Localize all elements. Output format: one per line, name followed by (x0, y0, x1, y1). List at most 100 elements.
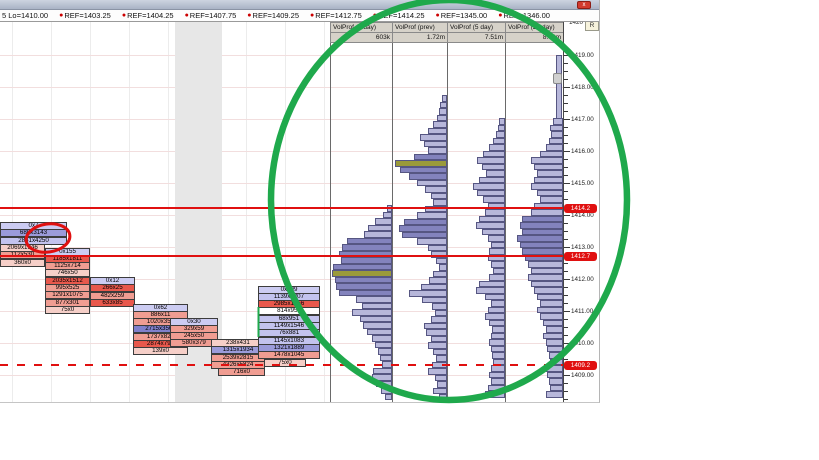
axis-minor-tick (564, 319, 568, 320)
quote-bar: 5 Lo=1410.00 ● REF=1403.25 ● REF=1404.25 ● RE… (0, 10, 599, 22)
quote-prefix: 5 Lo=1410.00 (2, 11, 49, 20)
axis-minor-tick (564, 143, 568, 144)
axis-price-label: 1417.00 (571, 116, 594, 123)
axis-minor-tick (564, 71, 568, 72)
ref-price-item: ● REF=1403.25 (59, 11, 111, 20)
volume-spike-bar (556, 55, 562, 119)
grid-vline (12, 22, 13, 402)
volume-profile-bar (438, 394, 447, 401)
axis-major-tick (564, 375, 570, 376)
volprof-divider (505, 22, 506, 402)
ref-price-item: ● REF=1345.00 (436, 11, 488, 20)
axis-minor-tick (564, 223, 568, 224)
red-dot-icon: ● (310, 12, 315, 19)
axis-minor-tick (564, 191, 568, 192)
ladder-cell[interactable]: 633x85 (90, 298, 135, 307)
axis-major-tick (564, 183, 570, 184)
volprof-header-value: 1.72m (392, 32, 448, 43)
red-dot-icon: ● (435, 12, 440, 19)
window-titlebar: x (0, 0, 599, 10)
volprof-header-value: 8.72m (505, 32, 564, 43)
axis-price-label: 1410.00 (571, 340, 594, 347)
axis-minor-tick (564, 199, 568, 200)
axis-price-label: 1415.00 (571, 180, 594, 187)
grid-vline (246, 22, 247, 402)
grid-vline (324, 22, 325, 402)
axis-price-label: 1413.00 (571, 244, 594, 251)
ref-price-label: REF=1404.25 (127, 11, 174, 20)
ref-price-label: REF=1414.25 (378, 11, 425, 20)
axis-minor-tick (564, 271, 568, 272)
axis-major-tick (564, 215, 570, 216)
axis-minor-tick (564, 167, 568, 168)
axis-minor-tick (564, 263, 568, 264)
red-dot-icon: ● (59, 12, 64, 19)
axis-major-tick (564, 311, 570, 312)
grid-vline (129, 22, 130, 402)
ref-price-label: REF=1403.25 (64, 11, 111, 20)
axis-minor-tick (564, 175, 568, 176)
axis-major-tick (564, 279, 570, 280)
grid-hline (0, 55, 563, 56)
volume-profile-bar (384, 393, 392, 400)
alert-price-line (0, 255, 563, 257)
grid-hline (0, 151, 563, 152)
axis-minor-tick (564, 287, 568, 288)
axis-minor-tick (564, 79, 568, 80)
grid-vline (51, 22, 52, 402)
volprof-header-value: 603k (330, 32, 393, 43)
axis-minor-tick (564, 303, 568, 304)
ladder-cell[interactable]: 139x0 (133, 347, 188, 356)
axis-major-tick (564, 87, 570, 88)
ladder-cell[interactable]: 75x0 (45, 305, 90, 314)
ref-price-item: ● REF=1414.25 (373, 11, 425, 20)
ref-price-label: REF=1346.00 (503, 11, 550, 20)
alert-price-line (0, 207, 563, 209)
red-dot-icon: ● (498, 12, 503, 19)
axis-major-tick (564, 247, 570, 248)
profile-marker-knob (553, 73, 562, 84)
axis-minor-tick (564, 351, 568, 352)
close-icon[interactable]: x (577, 1, 591, 9)
axis-price-label: 1414.00 (571, 212, 594, 219)
axis-price-label: 1409.00 (571, 372, 594, 379)
axis-minor-tick (564, 335, 568, 336)
axis-minor-tick (564, 135, 568, 136)
ref-price-item: ● REF=1346.00 (498, 11, 550, 20)
volume-profile-bar (545, 391, 563, 398)
red-dot-icon: ● (247, 12, 252, 19)
grid-vline (90, 22, 91, 402)
volprof-divider (392, 22, 393, 402)
axis-minor-tick (564, 239, 568, 240)
axis-price-label: 1418.00 (571, 84, 594, 91)
axis-minor-tick (564, 63, 568, 64)
ladder-cell[interactable]: 360x0 (0, 258, 45, 267)
ref-price-item: ● REF=1412.75 (310, 11, 362, 20)
ref-price-label: REF=1345.00 (440, 11, 488, 20)
grid-hline (0, 87, 563, 88)
axis-minor-tick (564, 127, 568, 128)
ref-price-label: REF=1407.75 (189, 11, 237, 20)
axis-price-label: 1419.00 (571, 52, 594, 59)
chart-window: x 5 Lo=1410.00 ● REF=1403.25 ● REF=1404.25 ●… (0, 0, 600, 403)
volprof-divider (330, 22, 331, 402)
axis-minor-tick (564, 327, 568, 328)
red-dot-icon: ● (121, 12, 127, 19)
grid-hline (0, 375, 563, 376)
price-alert-tag: 1412.7 (564, 251, 597, 261)
axis-major-tick (564, 343, 570, 344)
axis-minor-tick (564, 383, 568, 384)
axis-minor-tick (564, 359, 568, 360)
axis-minor-tick (564, 399, 568, 400)
axis-minor-tick (564, 231, 568, 232)
axis-tab[interactable]: R (585, 22, 599, 31)
ladder-cell[interactable]: 716x0 (218, 368, 265, 377)
axis-major-tick (564, 55, 570, 56)
ref-price-item: ● REF=1409.25 (247, 11, 299, 20)
axis-price-label: 1412.00 (571, 276, 594, 283)
red-dot-icon: ● (184, 12, 189, 19)
axis-minor-tick (564, 159, 568, 160)
ref-price-item: ● REF=1404.25 (122, 11, 174, 20)
ref-price-label: REF=1412.75 (315, 11, 362, 20)
